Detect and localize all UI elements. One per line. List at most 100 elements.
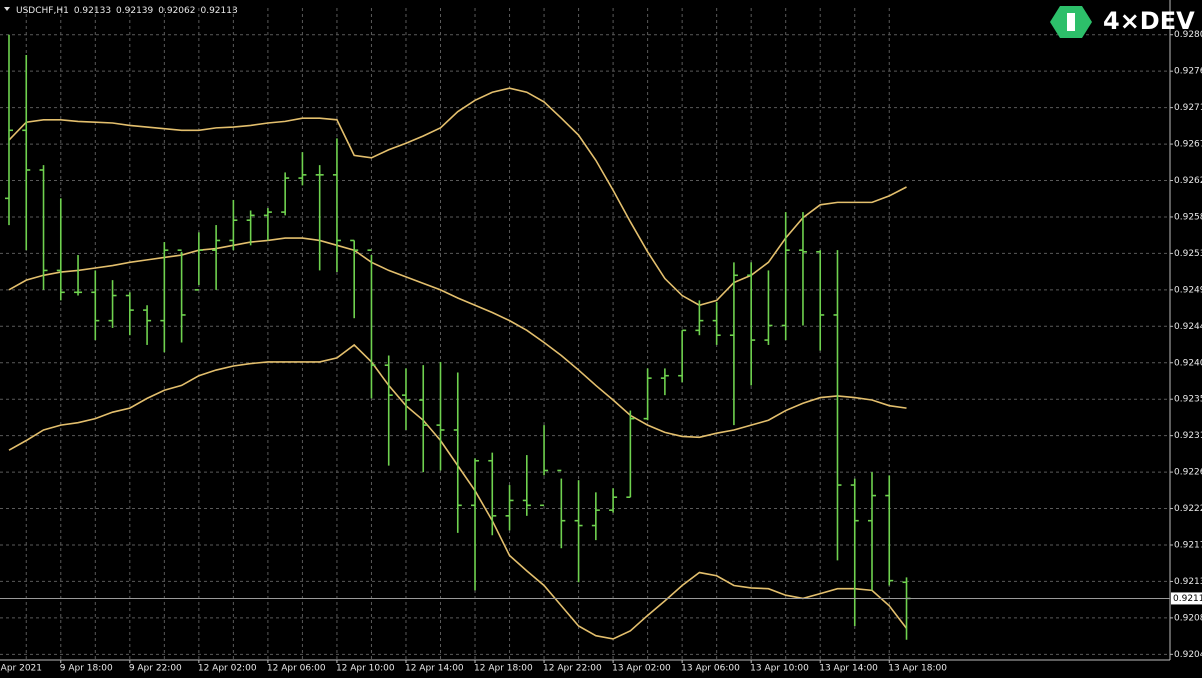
x-tick-label: 9 Apr 18:00 <box>60 664 113 674</box>
price-bar <box>609 488 618 513</box>
y-tick-label: 0.92809 <box>1174 30 1202 40</box>
price-bar <box>143 305 152 345</box>
price-bar <box>816 250 825 351</box>
price-bar <box>298 152 307 186</box>
price-bar <box>764 270 773 345</box>
x-tick-label: 12 Apr 22:00 <box>543 664 602 674</box>
price-bar <box>695 300 704 336</box>
header-field: 0.92139 <box>116 6 153 16</box>
price-bar <box>505 485 514 531</box>
price-bar <box>540 425 549 507</box>
x-tick-label: 12 Apr 14:00 <box>405 664 464 674</box>
price-bar <box>5 34 13 226</box>
price-bar <box>401 368 410 430</box>
band-line <box>8 237 907 439</box>
band-line <box>8 87 907 307</box>
y-tick-label: 0.92269 <box>1174 468 1202 478</box>
price-bar <box>868 472 876 591</box>
y-tick-label: 0.92224 <box>1174 504 1202 514</box>
x-start-label: 9 Apr 2021 <box>0 664 42 674</box>
y-tick-label: 0.92314 <box>1174 431 1202 441</box>
x-tick-label: 13 Apr 18:00 <box>888 664 947 674</box>
price-bar <box>436 361 445 471</box>
price-bar <box>591 492 600 541</box>
y-tick-label: 0.92674 <box>1174 140 1202 150</box>
price-bar <box>39 165 48 290</box>
y-tick-label: 0.92494 <box>1174 285 1202 295</box>
price-bar <box>574 480 583 583</box>
price-bar <box>660 368 669 396</box>
price-bar <box>488 452 497 536</box>
price-bar <box>22 54 31 251</box>
y-tick-label: 0.92764 <box>1174 67 1202 77</box>
current-price-box <box>1171 592 1202 605</box>
price-bar <box>384 355 393 466</box>
price-bar <box>160 242 169 353</box>
price-bar <box>367 249 376 399</box>
x-tick-label: 13 Apr 10:00 <box>750 664 809 674</box>
price-bar <box>315 165 324 271</box>
price-bar <box>453 372 462 533</box>
price-bar <box>471 458 480 591</box>
current-price-label: 0.92113 <box>1173 594 1202 604</box>
x-tick-label: 13 Apr 02:00 <box>612 664 671 674</box>
y-tick-label: 0.92134 <box>1174 577 1202 587</box>
y-tick-label: 0.92719 <box>1174 103 1202 113</box>
price-bar <box>729 262 738 426</box>
price-bar <box>798 212 807 326</box>
price-bar <box>246 210 255 246</box>
price-bar <box>56 198 65 301</box>
price-bar <box>557 469 566 549</box>
y-tick-label: 0.92179 <box>1174 540 1202 550</box>
price-bar <box>177 249 186 343</box>
price-bar <box>850 478 859 626</box>
price-bar <box>419 365 428 473</box>
x-tick-label: 12 Apr 10:00 <box>336 664 395 674</box>
price-bar <box>522 455 531 516</box>
price-bar <box>350 239 359 319</box>
y-tick-label: 0.92404 <box>1174 358 1202 368</box>
x-tick-label: 12 Apr 02:00 <box>198 664 257 674</box>
price-bar <box>747 262 756 386</box>
price-bar <box>229 199 238 251</box>
x-tick-label: 9 Apr 22:00 <box>129 664 182 674</box>
price-bar <box>885 475 894 586</box>
header: USDCHF,H1 0.92133 0.92139 0.92062 0.92113 <box>16 6 238 16</box>
price-bar <box>281 172 290 216</box>
price-bar <box>91 270 100 341</box>
header-field: 0.92113 <box>200 6 237 16</box>
price-bar <box>125 292 134 336</box>
price-bar <box>263 208 272 241</box>
logo: 4×DEV <box>1050 6 1195 38</box>
price-bar <box>833 250 842 561</box>
price-bar <box>781 212 790 341</box>
y-tick-label: 0.92629 <box>1174 176 1202 186</box>
y-tick-label: 0.92584 <box>1174 212 1202 222</box>
price-bar <box>626 410 635 499</box>
x-tick-label: 12 Apr 18:00 <box>474 664 533 674</box>
price-bar <box>643 368 652 421</box>
price-bar <box>678 329 687 383</box>
menu-arrow[interactable] <box>4 7 10 11</box>
y-tick-label: 0.92044 <box>1174 650 1202 660</box>
price-bar <box>108 280 117 328</box>
x-tick-label: 12 Apr 06:00 <box>267 664 326 674</box>
header-field: USDCHF,H1 <box>16 6 69 16</box>
header-field: 0.92133 <box>74 6 111 16</box>
price-bar <box>74 255 83 296</box>
price-bar <box>712 302 721 345</box>
price-bar <box>194 232 203 291</box>
x-tick-label: 13 Apr 06:00 <box>681 664 740 674</box>
y-tick-label: 0.92089 <box>1174 613 1202 623</box>
price-bar <box>332 138 341 273</box>
y-tick-label: 0.92539 <box>1174 249 1202 259</box>
y-tick-label: 0.92449 <box>1174 322 1202 332</box>
y-tick-label: 0.92359 <box>1174 395 1202 405</box>
x-tick-label: 13 Apr 14:00 <box>819 664 878 674</box>
logo-icon-mark <box>1067 13 1075 31</box>
header-field: 0.92062 <box>158 6 195 16</box>
logo-text: 4×DEV <box>1103 7 1195 35</box>
